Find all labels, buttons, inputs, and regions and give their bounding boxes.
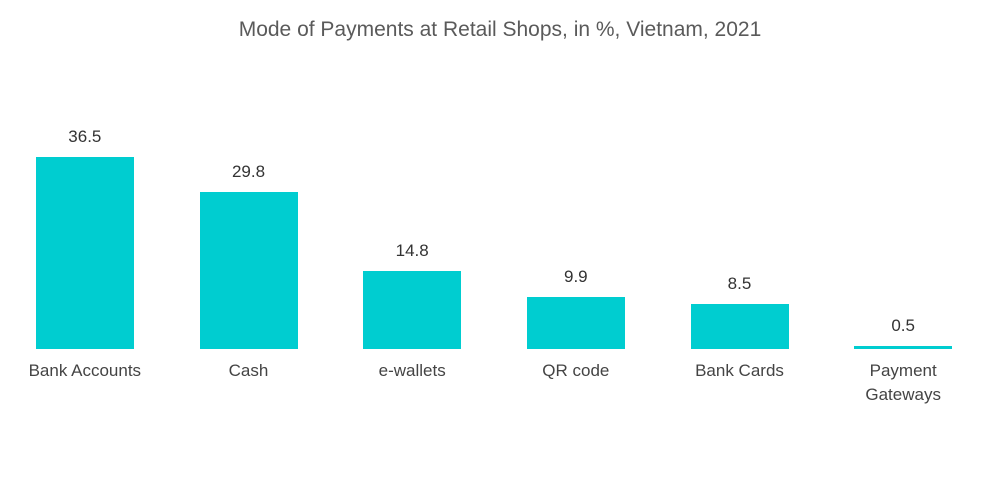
bar: [690, 304, 789, 349]
bar: [199, 192, 298, 349]
value-label: 36.5: [68, 127, 102, 146]
value-label: 0.5: [891, 316, 915, 336]
value-label: 14.8: [395, 241, 429, 261]
x-tick-label: QR code: [542, 361, 610, 380]
value-label: 8.5: [727, 274, 752, 294]
bar: [854, 346, 953, 349]
chart-title: Mode of Payments at Retail Shops, in %, …: [238, 18, 762, 41]
bar: [526, 296, 625, 349]
x-tick-label: Bank Accounts: [28, 361, 142, 380]
bar: [35, 157, 134, 349]
value-label: 9.9: [564, 266, 588, 286]
bar: [363, 271, 462, 349]
x-tick-label: e-wallets: [378, 361, 446, 380]
x-tick-label: Payment Gateways: [865, 361, 941, 404]
x-tick-label: Cash: [228, 361, 269, 380]
value-label: 29.8: [231, 162, 266, 182]
x-tick-label: Bank Cards: [695, 361, 784, 380]
